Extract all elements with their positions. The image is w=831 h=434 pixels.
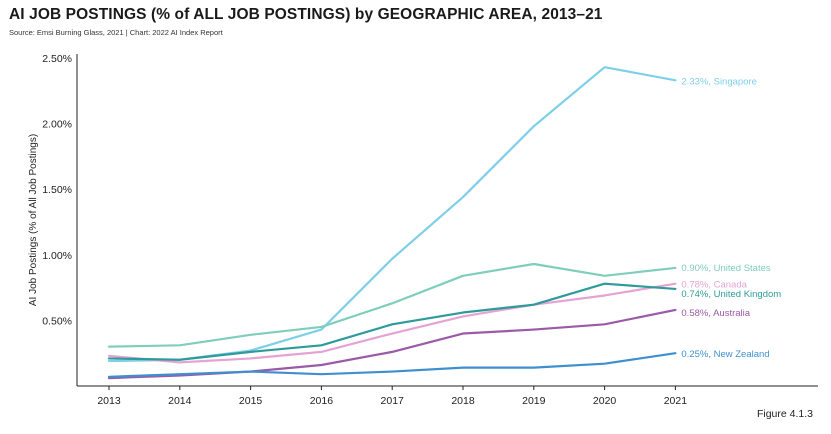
figure-label: Figure 4.1.3	[756, 408, 813, 420]
end-label-singapore: 2.33%, Singapore	[681, 76, 757, 87]
series-line-united-states	[107, 262, 677, 348]
end-label-canada: 0.78%, Canada	[681, 280, 747, 291]
chart-title: AI JOB POSTINGS (% of ALL JOB POSTINGS) …	[9, 6, 603, 23]
end-label-new-zealand: 0.25%, New Zealand	[681, 349, 769, 360]
chart-source: Source: Emsi Burning Glass, 2021 | Chart…	[9, 28, 223, 37]
x-tick-label: 2015	[239, 395, 263, 407]
y-tick-label: 2.50%	[42, 53, 72, 65]
end-labels: 2.33%, Singapore 0.90%, United States 0.78…	[681, 76, 781, 360]
x-tick-label: 2017	[381, 395, 405, 407]
series-line-united-kingdom	[107, 282, 677, 361]
y-axis-label: AI Job Postings (% of All Job Postings)	[28, 134, 39, 306]
series-line-canada	[107, 282, 677, 364]
end-label-united-kingdom: 0.74%, United Kingdom	[681, 289, 781, 300]
x-tick-label: 2016	[310, 395, 334, 407]
series-layer	[107, 66, 677, 380]
end-label-united-states: 0.90%, United States	[681, 263, 770, 274]
series-line-singapore	[107, 66, 677, 363]
y-tick-label: 0.50%	[42, 315, 72, 327]
end-label-australia: 0.58%, Australia	[681, 308, 750, 319]
x-tick-label: 2014	[168, 395, 192, 407]
axes: 0.50% 1.00% 1.50% 2.00% 2.50% 2013 2014 2015 201…	[42, 53, 818, 407]
series-line-new-zealand	[107, 352, 677, 378]
x-tick-label: 2018	[451, 395, 475, 407]
y-tick-label: 2.00%	[42, 119, 72, 131]
x-tick-label: 2020	[593, 395, 617, 407]
y-tick-label: 1.50%	[42, 184, 72, 196]
x-tick-label: 2021	[664, 395, 688, 407]
x-tick-label: 2013	[97, 395, 121, 407]
y-tick-label: 1.00%	[42, 250, 72, 262]
x-tick-label: 2019	[522, 395, 546, 407]
